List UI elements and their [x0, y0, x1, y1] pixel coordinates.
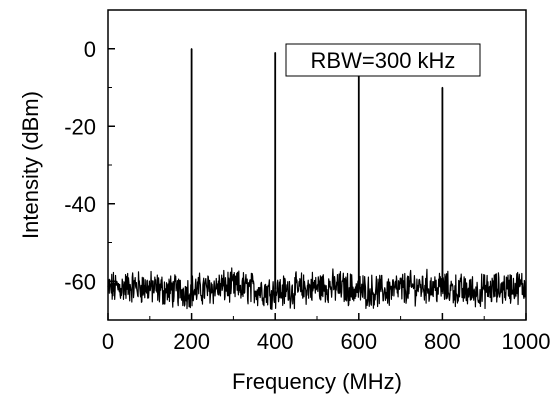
x-tick-label: 200 [173, 329, 210, 354]
y-tick-label: 0 [84, 37, 96, 62]
y-axis-label: Intensity (dBm) [18, 91, 43, 239]
annotation-rbw: RBW=300 kHz [311, 48, 456, 73]
y-tick-label: -20 [64, 114, 96, 139]
x-tick-label: 600 [340, 329, 377, 354]
annotation-frame [285, 43, 481, 77]
annotation-box: RBW=300 kHz [285, 43, 481, 77]
plot-layer [107, 48, 527, 311]
y-tick-label: -40 [64, 192, 96, 217]
x-tick-label: 400 [257, 329, 294, 354]
x-axis: 0 200 400 600 800 1000 [102, 313, 551, 354]
x-tick-label: 0 [102, 329, 114, 354]
y-axis: -60 -40 -20 0 [64, 9, 115, 321]
x-axis-label: Frequency (MHz) [232, 369, 402, 394]
y-tick-label: -60 [64, 269, 96, 294]
x-tick-label: 800 [424, 329, 461, 354]
spectrum-trace [107, 48, 527, 311]
x-tick-label: 1000 [502, 329, 551, 354]
